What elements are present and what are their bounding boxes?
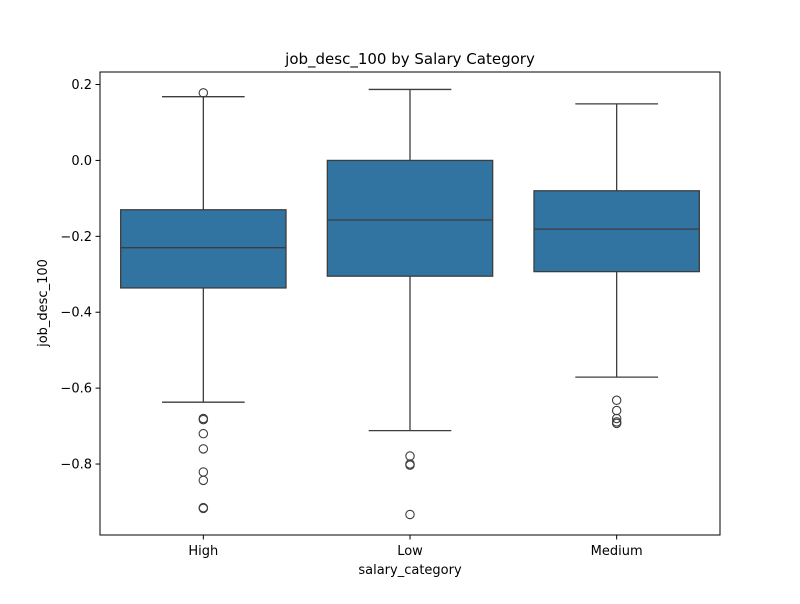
x-tick-label-low: Low	[397, 544, 423, 559]
axes-frame	[99, 71, 721, 536]
x-tick-label-medium: Medium	[591, 544, 643, 559]
x-axis-label: salary_category	[358, 563, 462, 578]
outlier-point-high	[198, 428, 209, 439]
outlier-point-high	[198, 444, 209, 454]
box-low	[326, 159, 494, 277]
y-tick-label: −0.2	[60, 230, 92, 245]
y-tick-label: 0.2	[71, 78, 92, 93]
outlier-point-high	[198, 475, 209, 486]
box-high	[120, 209, 287, 289]
chart-title: job_desc_100 by Salary Category	[284, 50, 535, 69]
outlier-point-low	[405, 460, 415, 470]
outlier-point-medium	[611, 418, 622, 429]
outlier-point-medium	[611, 395, 622, 406]
y-tick-label: −0.4	[60, 306, 92, 321]
outlier-point-high	[198, 88, 209, 98]
y-tick-label: 0.0	[71, 154, 92, 169]
y-tick-label: −0.6	[60, 382, 92, 397]
plot-area: High Low Medium 0.2 0.0 −0.2 −0.4 −0.6 −0.8	[60, 71, 721, 559]
outlier-point-high	[198, 414, 209, 425]
outlier-point-high	[198, 503, 209, 514]
y-tick-label: −0.8	[60, 458, 92, 473]
outlier-point-low	[405, 509, 415, 520]
box-medium	[533, 190, 700, 273]
outlier-point-medium	[611, 413, 622, 424]
x-tick-label-high: High	[188, 544, 218, 559]
y-axis-label: job_desc_100	[36, 259, 51, 348]
